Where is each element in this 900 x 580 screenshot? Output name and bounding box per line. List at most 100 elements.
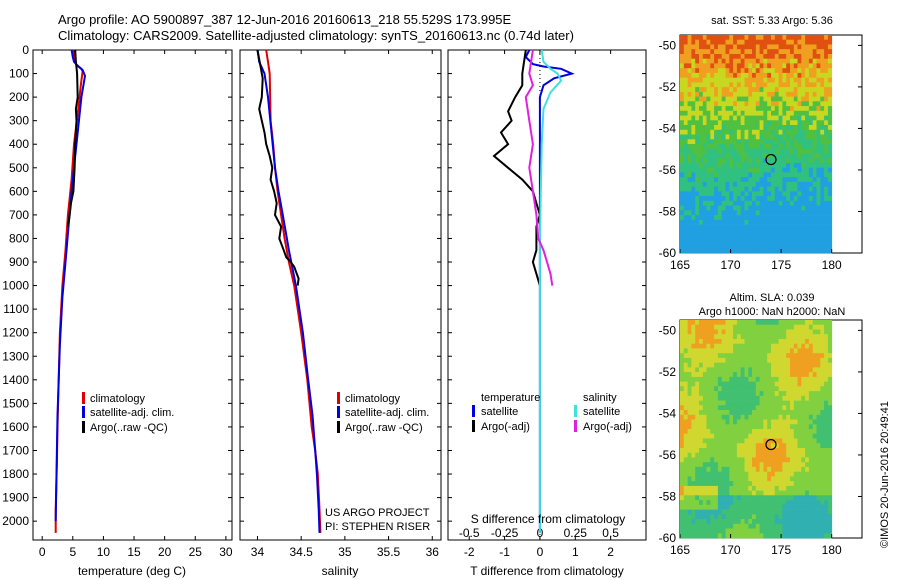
map-cell [778, 500, 783, 506]
map-cell [687, 429, 692, 435]
map-cell [733, 324, 738, 330]
map-cell [790, 224, 795, 230]
map-cell [774, 134, 779, 140]
map-cell [801, 158, 806, 164]
map-cell [717, 429, 723, 435]
map-cell [744, 481, 749, 487]
map-cell [687, 148, 692, 154]
map-cell [771, 205, 776, 211]
map-cell [797, 339, 802, 345]
map-cell [691, 58, 696, 64]
map-cell [725, 395, 730, 401]
map-cell [790, 120, 795, 126]
map-cell [782, 400, 787, 406]
map-cell [790, 234, 795, 240]
map-cell [793, 177, 798, 183]
map-cell [774, 186, 779, 192]
map-cell [748, 68, 753, 74]
map-cell [683, 386, 688, 392]
map-cell [717, 115, 723, 121]
map-cell [710, 414, 715, 420]
map-cell [748, 186, 753, 192]
map-cell [752, 96, 757, 102]
map-cell [740, 68, 745, 74]
map-cell [702, 96, 707, 102]
map-cell [778, 476, 783, 482]
map-cell [808, 167, 814, 173]
map-cell [680, 462, 685, 468]
map-cell [740, 448, 745, 454]
map-cell [752, 186, 757, 192]
map-cell [786, 448, 791, 454]
map-cell [721, 376, 726, 382]
map-cell [748, 125, 753, 131]
map-cell [790, 115, 795, 121]
map-cell [824, 82, 829, 88]
map-cell [801, 68, 806, 74]
map-cell [771, 144, 776, 150]
map-cell [782, 329, 787, 335]
map-cell [736, 523, 742, 529]
map-cell [824, 485, 829, 491]
map-cell [725, 353, 730, 359]
map-cell [706, 238, 711, 244]
map-cell [816, 400, 821, 406]
map-cell [801, 196, 806, 202]
map-cell [827, 77, 833, 83]
map-cell [820, 101, 825, 107]
map-cell [699, 243, 704, 249]
map-cell [820, 376, 825, 382]
map-cell [744, 443, 749, 449]
map-cell [812, 181, 817, 187]
map-cell [714, 452, 719, 458]
map-cell [782, 372, 787, 378]
map-cell [790, 533, 795, 539]
map-cell [748, 120, 753, 126]
map-cell [755, 243, 760, 249]
map-cell [740, 386, 745, 392]
map-cell [748, 191, 753, 197]
map-cell [812, 500, 817, 506]
map-cell [797, 110, 802, 116]
map-cell [687, 68, 692, 74]
map-cell [695, 457, 700, 463]
map-cell [717, 44, 723, 50]
map-cell [699, 372, 704, 378]
map-cell [702, 72, 707, 78]
map-cell [782, 419, 787, 425]
map-cell [793, 172, 798, 178]
map-cell [729, 443, 734, 449]
map-cell [695, 224, 700, 230]
map-cell [759, 324, 764, 330]
map-cell [793, 386, 798, 392]
map-ytick-label: -56 [659, 163, 677, 177]
map-cell [790, 457, 795, 463]
map-cell [714, 91, 719, 97]
map-cell [740, 490, 745, 496]
map-cell [816, 91, 821, 97]
map-cell [721, 329, 726, 335]
difference-series-s-argo-adj- [524, 49, 554, 286]
map-cell [729, 219, 734, 225]
map-cell [820, 405, 825, 411]
map-cell [687, 163, 692, 169]
map-cell [691, 77, 696, 83]
map-cell [680, 77, 685, 83]
map-cell [699, 91, 704, 97]
map-cell [767, 186, 772, 192]
map-cell [827, 495, 833, 501]
map-cell [733, 334, 738, 340]
map-cell [774, 243, 779, 249]
map-cell [706, 224, 711, 230]
map-cell [736, 172, 742, 178]
map-cell [793, 443, 798, 449]
map-cell [808, 248, 814, 254]
map-cell [706, 471, 711, 477]
map-cell [714, 68, 719, 74]
map-cell [702, 144, 707, 150]
map-cell [714, 329, 719, 335]
map-cell [801, 514, 806, 520]
map-cell [755, 448, 760, 454]
map-cell [699, 77, 704, 83]
map-cell [771, 395, 776, 401]
